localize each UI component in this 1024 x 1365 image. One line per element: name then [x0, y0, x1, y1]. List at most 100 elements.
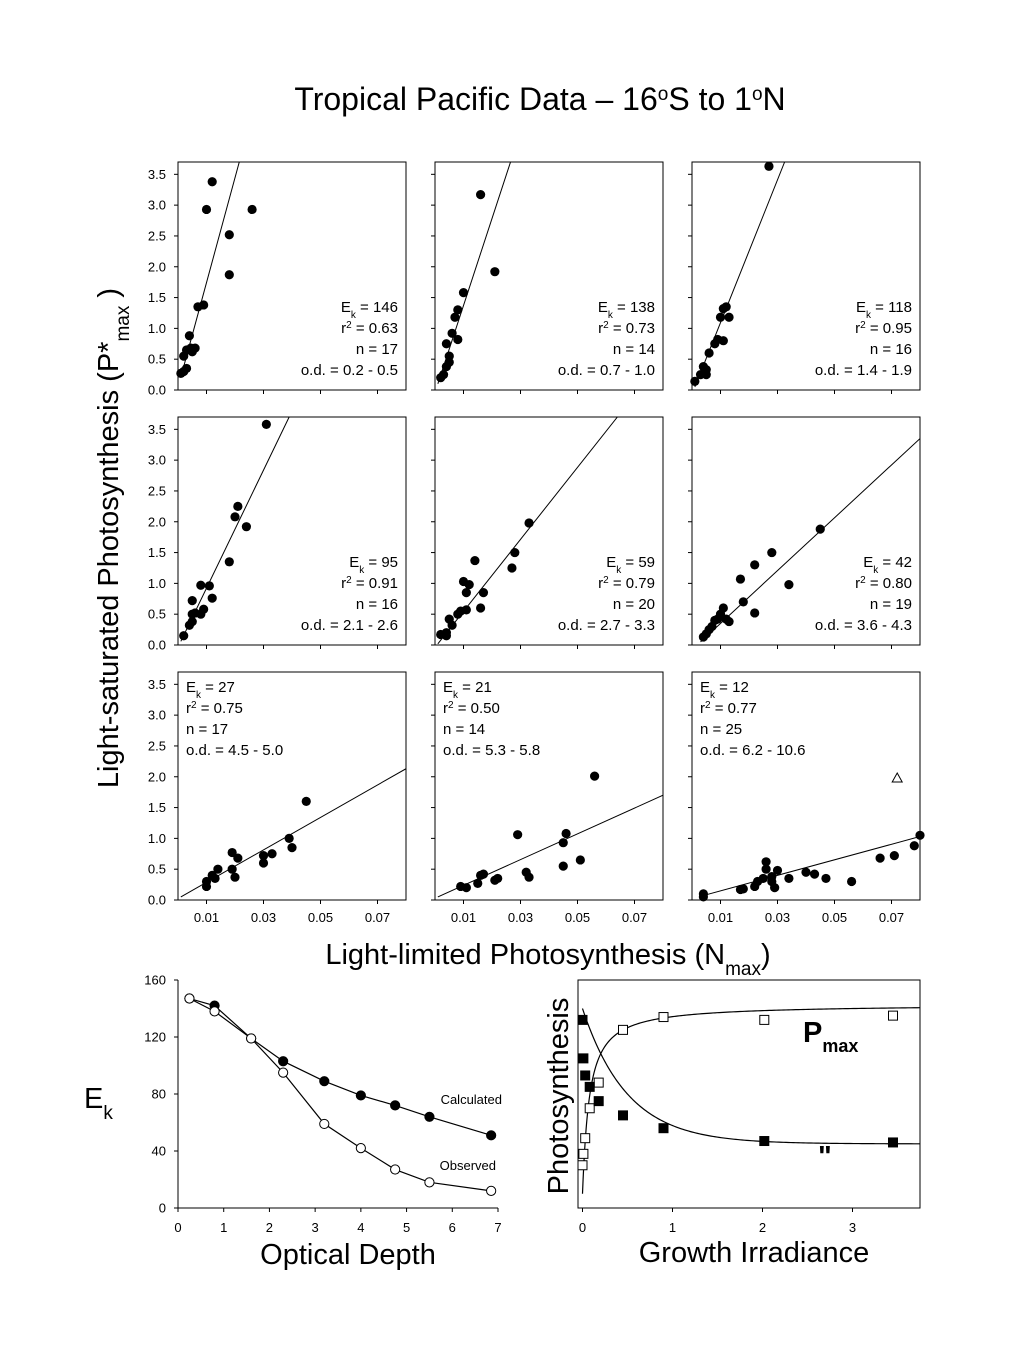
y-tick-label: 0.0	[148, 383, 166, 398]
data-point	[447, 620, 457, 630]
y-tick-label: 1.5	[148, 545, 166, 560]
data-point	[441, 631, 451, 641]
series-marker-alpha	[577, 1014, 588, 1025]
ditto-label: "	[818, 1141, 832, 1173]
data-point	[444, 351, 454, 361]
ann-value: 21	[475, 679, 492, 696]
outlier-triangle	[891, 771, 904, 783]
ann-prefix: E	[598, 299, 608, 316]
ann-sup: 2	[860, 575, 866, 586]
series-point-calculated	[486, 1130, 497, 1141]
series-point-calculated	[390, 1100, 401, 1111]
ann-value: 6.2 - 10.6	[742, 742, 805, 759]
series-point-observed	[278, 1067, 289, 1078]
series-marker-pmax	[593, 1077, 604, 1088]
data-point	[473, 878, 483, 888]
annotation-r2: r2 = 0.73	[598, 320, 655, 338]
y-tick-label: 0.5	[148, 862, 166, 877]
ann-prefix: r	[598, 320, 603, 337]
data-point	[230, 512, 240, 522]
annotation-n: n = 17	[356, 341, 398, 358]
ann-sup: 2	[191, 700, 197, 711]
annotation-Ek: Ek = 118	[856, 299, 912, 321]
ann-prefix: E	[606, 554, 616, 571]
ann-sup: 2	[346, 575, 352, 586]
plot-frame	[577, 979, 921, 1209]
ann-sub: k	[351, 310, 357, 321]
data-point	[718, 336, 728, 346]
ann-value: 138	[630, 299, 655, 316]
series-point-calculated	[355, 1090, 366, 1101]
data-point	[718, 603, 728, 613]
data-point	[187, 596, 197, 606]
series-point-observed	[209, 1006, 220, 1017]
data-point	[701, 365, 711, 375]
ann-value: 14	[638, 341, 655, 358]
svg-text:Light-limited Photosynthesis (: Light-limited Photosynthesis (Nmax)	[325, 939, 770, 980]
y-tick-label: 3.5	[148, 677, 166, 692]
ann-sup: 2	[448, 700, 454, 711]
data-point	[267, 849, 277, 859]
series-marker-alpha	[578, 1053, 589, 1064]
plot-frame	[177, 416, 407, 646]
pmax-curve	[581, 1007, 920, 1194]
ann-prefix: o.d. =	[443, 742, 485, 759]
x-tick-label: 2	[266, 1220, 273, 1235]
data-point	[190, 343, 200, 353]
y-tick-label: 3.0	[148, 708, 166, 723]
x-tick-label: 0.05	[308, 910, 333, 925]
ek-x-label: Optical Depth	[260, 1239, 436, 1271]
annotation-od: o.d. = 4.5 - 5.0	[186, 742, 283, 759]
pmax-label: Pmax	[803, 1017, 858, 1056]
y-tick-label: 3.0	[148, 453, 166, 468]
data-point	[258, 851, 269, 861]
ann-eq: =	[866, 575, 883, 592]
ann-value: 0.73	[626, 320, 655, 337]
x-tick-label: 0.03	[765, 910, 790, 925]
ann-eq: =	[878, 554, 895, 571]
ann-prefix: n =	[700, 721, 725, 738]
annotation-r2: r2 = 0.95	[855, 320, 912, 338]
data-point	[770, 883, 780, 893]
plot-frame	[177, 671, 407, 901]
data-point	[738, 597, 748, 607]
ann-value: 0.75	[214, 700, 243, 717]
plot-frame	[691, 416, 921, 646]
annotation-r2: r2 = 0.63	[341, 320, 398, 338]
ann-eq: =	[711, 700, 728, 717]
ann-prefix: o.d. =	[700, 742, 742, 759]
data-point	[493, 873, 503, 884]
ann-eq: =	[621, 554, 638, 571]
ann-sup: 2	[346, 320, 352, 331]
x-tick-label: 3	[312, 1220, 319, 1235]
series-marker-pmax	[580, 1133, 591, 1144]
regression-line	[180, 417, 290, 642]
ann-sub: k	[608, 310, 614, 321]
ann-prefix: o.d. =	[558, 362, 600, 379]
annotation-Ek: Ek = 21	[443, 679, 492, 701]
data-point	[821, 873, 831, 884]
data-point	[524, 518, 534, 528]
annotation-od: o.d. = 0.7 - 1.0	[558, 362, 655, 379]
y-tick-label: 1.5	[148, 290, 166, 305]
ann-prefix: E	[856, 299, 866, 316]
data-point	[735, 574, 746, 584]
ann-prefix: E	[341, 299, 351, 316]
y-tick-label: 160	[144, 973, 166, 988]
ann-prefix: n =	[870, 341, 895, 358]
ann-value: 0.50	[471, 700, 500, 717]
ann-prefix: o.d. =	[815, 617, 857, 634]
ann-prefix: r	[186, 700, 191, 717]
ann-value: 20	[638, 596, 655, 613]
series-point-calculated	[319, 1076, 330, 1087]
y-tick-label: 1.5	[148, 800, 166, 815]
ann-value: 12	[732, 679, 749, 696]
ann-value: 2.1 - 2.6	[343, 617, 398, 634]
annotation-od: o.d. = 6.2 - 10.6	[700, 742, 806, 759]
ann-value: 27	[218, 679, 235, 696]
plot-frame	[434, 161, 664, 391]
data-point	[230, 872, 240, 882]
series-marker-alpha	[580, 1070, 591, 1081]
data-point	[233, 501, 243, 511]
x-tick-label: 0.07	[622, 910, 647, 925]
